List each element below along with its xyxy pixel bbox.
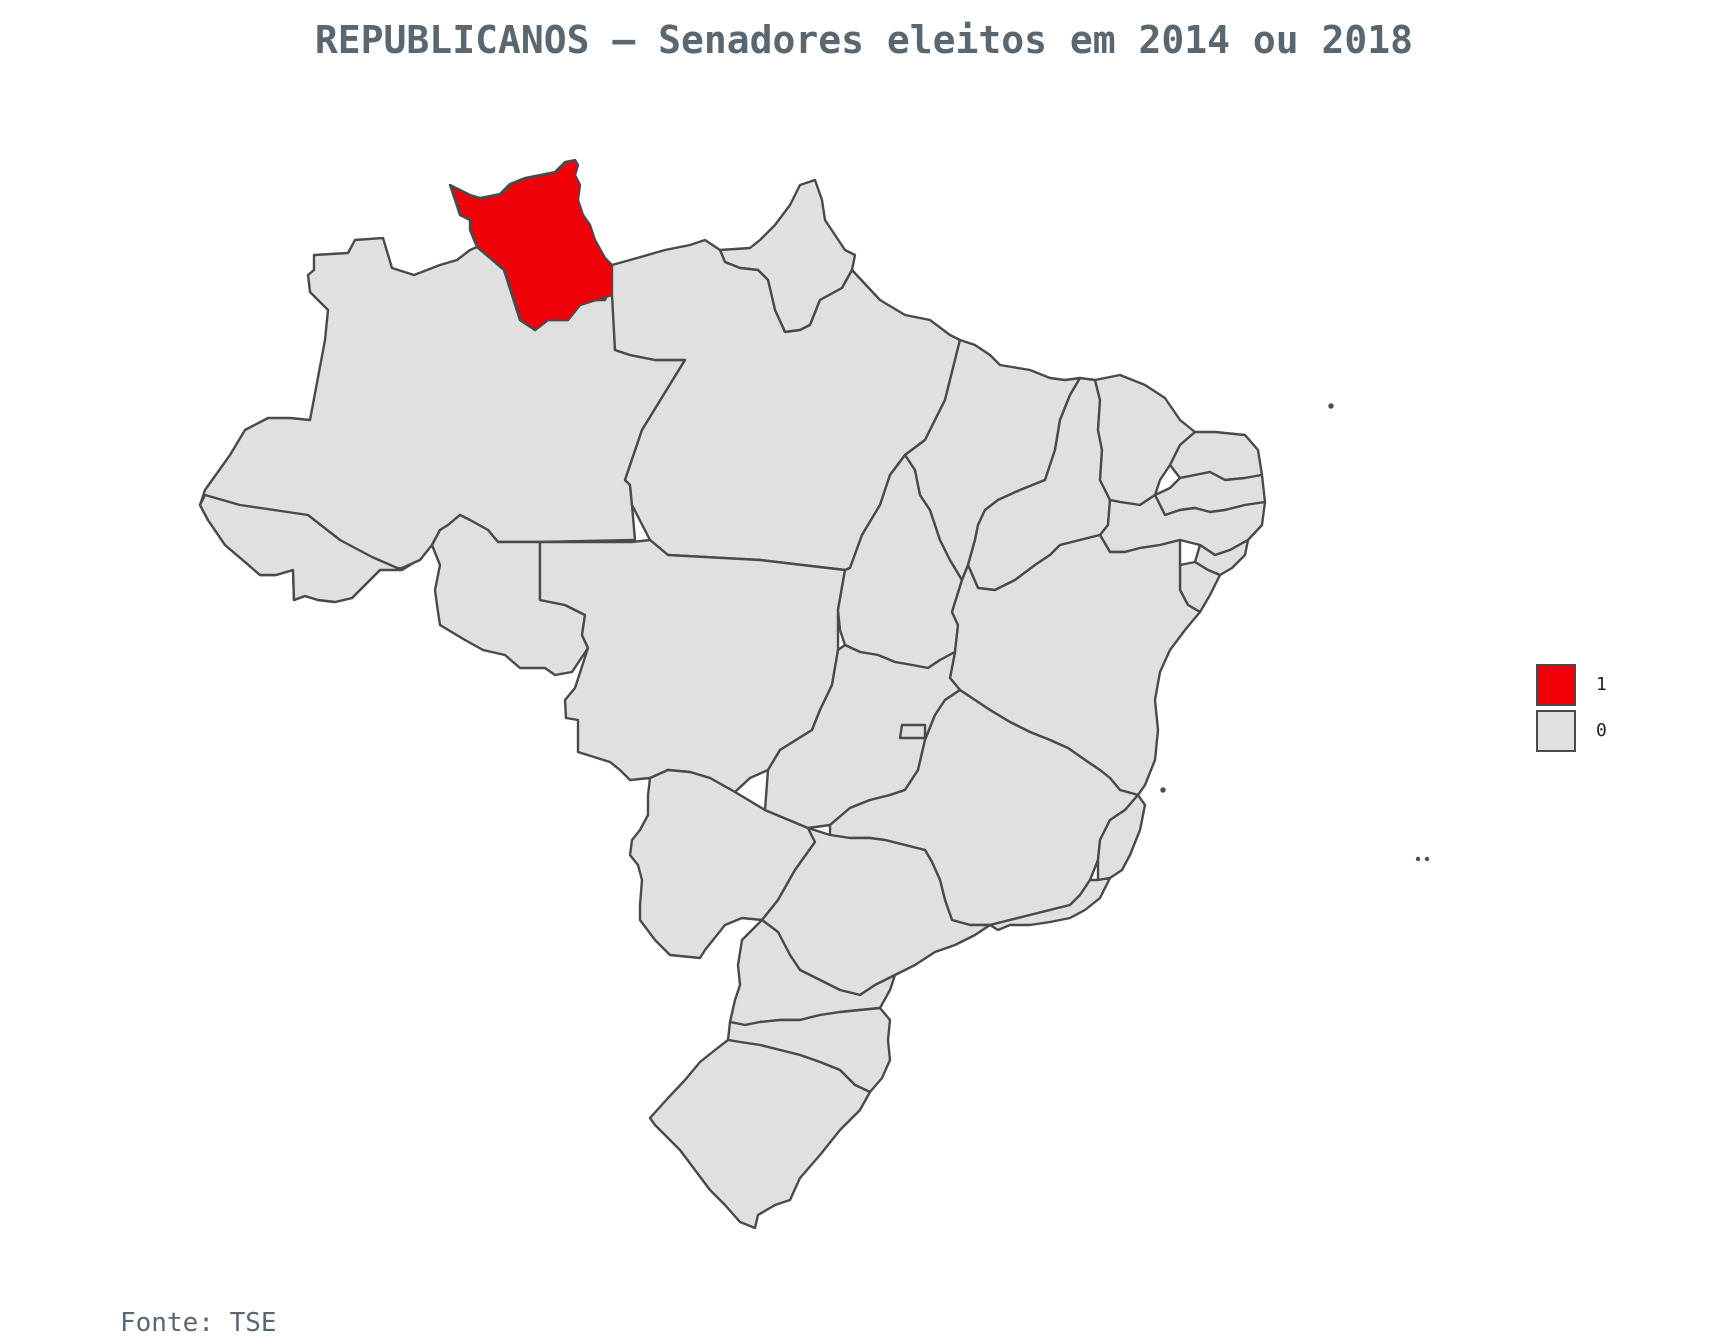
legend-swatch-0 <box>1536 710 1576 752</box>
legend-label-0: 0 <box>1596 720 1607 741</box>
state-acre <box>198 493 417 604</box>
legend-label-1: 1 <box>1596 674 1607 695</box>
island-fernando-de-noronha <box>1328 403 1334 409</box>
legend-item-1: 1 <box>1536 664 1656 708</box>
state-ceara <box>1093 373 1197 507</box>
legend-item-0: 0 <box>1536 710 1656 754</box>
state-rio-de-janeiro <box>988 876 1112 932</box>
state-rio-grande-do-sul <box>648 1038 872 1230</box>
island-trindade-2 <box>1424 856 1430 862</box>
state-roraima <box>448 158 614 332</box>
map-legend: 1 0 <box>1536 664 1656 764</box>
island-abrolhos <box>1160 787 1166 793</box>
state-sao-paulo <box>760 826 992 997</box>
legend-swatch-1 <box>1536 664 1576 706</box>
island-trindade-1 <box>1415 856 1421 862</box>
state-distrito-federal <box>898 723 927 740</box>
state-rondonia <box>430 513 590 677</box>
source-caption: Fonte: TSE <box>120 1308 277 1338</box>
map-title: REPUBLICANOS – Senadores eleitos em 2014… <box>314 18 1414 62</box>
